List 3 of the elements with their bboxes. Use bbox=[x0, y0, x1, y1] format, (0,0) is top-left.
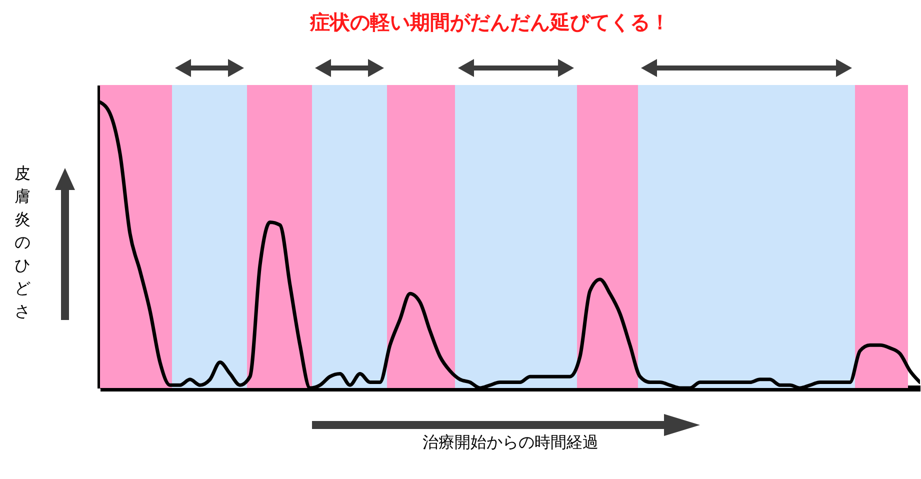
chart-title: 症状の軽い期間がだんだん延びてくる！ bbox=[309, 10, 670, 34]
x-axis-title: 治療開始からの時間経過 bbox=[422, 432, 598, 452]
y-axis-title: 皮膚炎のひどさ bbox=[14, 164, 30, 320]
